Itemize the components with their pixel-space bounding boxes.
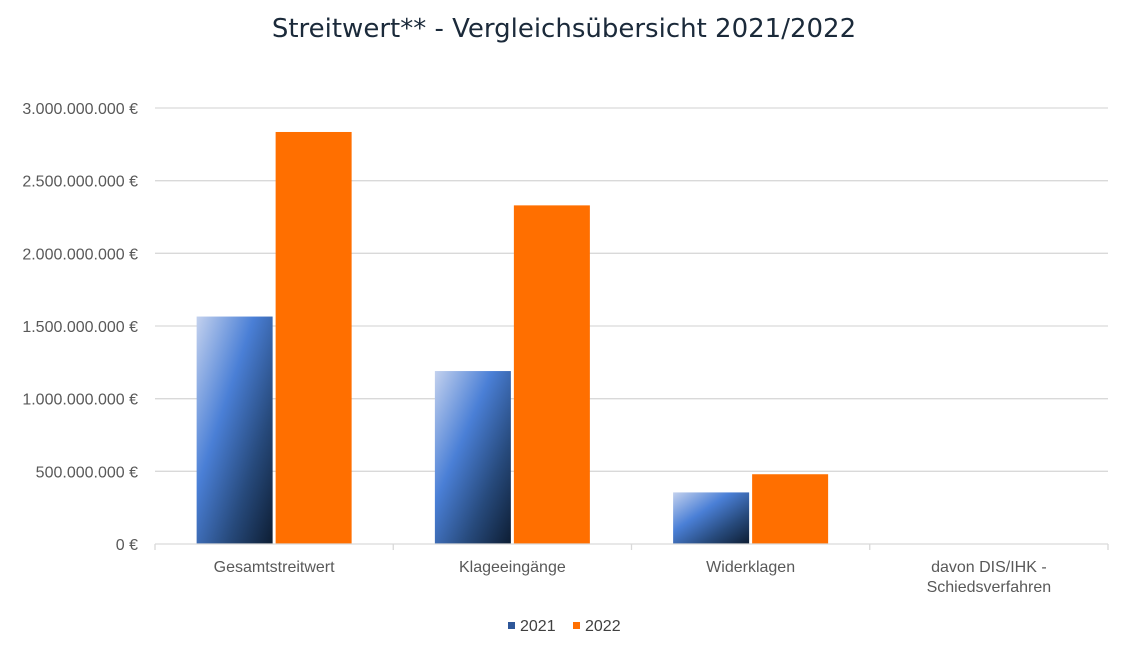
bar-2021-1 <box>434 371 511 544</box>
x-category-label-line: Klageeingänge <box>459 559 566 576</box>
bars <box>196 131 829 545</box>
legend-swatch-2021 <box>508 622 515 629</box>
y-tick-label: 2.000.000.000 € <box>22 246 138 263</box>
y-axis-tick-labels: 0 € 500.000.000 € 1.000.000.000 € 1.500.000… <box>22 101 138 554</box>
legend-label-2021: 2021 <box>520 618 556 635</box>
x-category-label-line: Gesamtstreitwert <box>214 559 335 576</box>
chart-title: Streitwert** - Vergleichsübersicht 2021/… <box>272 14 856 44</box>
x-axis-category-labels: Gesamtstreitwert Klageeingänge Widerklagen… <box>214 559 1051 596</box>
x-category-label: Gesamtstreitwert <box>214 559 335 576</box>
y-tick-label: 0 € <box>116 537 138 554</box>
x-category-label-line: Widerklagen <box>706 559 795 576</box>
x-category-label-line: Schiedsverfahren <box>927 579 1052 596</box>
y-tick-label: 1.000.000.000 € <box>22 392 138 409</box>
y-tick-label: 2.500.000.000 € <box>22 174 138 191</box>
x-category-label: Klageeingänge <box>459 559 566 576</box>
legend-swatch-2022 <box>573 622 580 629</box>
x-category-label-line: davon DIS/IHK - <box>931 559 1047 576</box>
bar-2021-0 <box>196 316 273 544</box>
bar-2022-0 <box>275 131 352 545</box>
y-tick-label: 3.000.000.000 € <box>22 101 138 118</box>
y-tick-label: 500.000.000 € <box>36 464 138 481</box>
bar-2021-2 <box>673 492 750 544</box>
x-category-label: Widerklagen <box>706 559 795 576</box>
x-category-label: davon DIS/IHK - Schiedsverfahren <box>927 559 1052 596</box>
bar-2022-2 <box>752 474 829 544</box>
x-axis <box>154 543 1109 550</box>
y-tick-label: 1.500.000.000 € <box>22 319 138 336</box>
bar-2022-1 <box>513 205 590 544</box>
legend: 2021 2022 <box>508 618 621 635</box>
legend-label-2022: 2022 <box>585 618 621 635</box>
